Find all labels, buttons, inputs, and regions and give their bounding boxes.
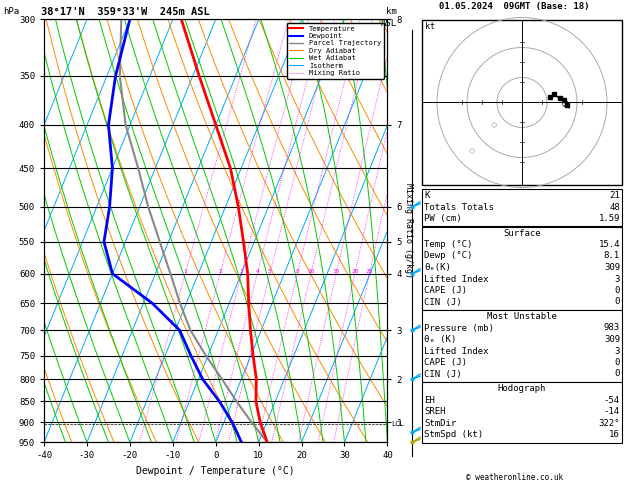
Text: hPa: hPa [3, 7, 19, 17]
Text: 983: 983 [604, 324, 620, 332]
Bar [422, 189, 622, 226]
Text: -54: -54 [604, 396, 620, 404]
Text: 21: 21 [610, 191, 620, 200]
Text: EH: EH [424, 396, 435, 404]
Text: SREH: SREH [424, 407, 445, 416]
Text: 3: 3 [615, 347, 620, 355]
Text: θₑ(K): θₑ(K) [424, 263, 451, 272]
Text: 0: 0 [615, 369, 620, 379]
Text: 10: 10 [307, 269, 314, 274]
Text: 15: 15 [333, 269, 340, 274]
Text: Pressure (mb): Pressure (mb) [424, 324, 494, 332]
Text: kt: kt [425, 22, 435, 31]
Text: 309: 309 [604, 263, 620, 272]
Text: 48: 48 [610, 203, 620, 211]
Text: 01.05.2024  09GMT (Base: 18): 01.05.2024 09GMT (Base: 18) [439, 2, 590, 11]
Text: StmDir: StmDir [424, 418, 456, 428]
Y-axis label: Mixing Ratio (g/kg): Mixing Ratio (g/kg) [404, 183, 413, 278]
Text: K: K [424, 191, 430, 200]
Text: 8.1: 8.1 [604, 251, 620, 260]
Text: 15.4: 15.4 [599, 240, 620, 249]
Text: 38°17'N  359°33'W  245m ASL: 38°17'N 359°33'W 245m ASL [41, 7, 209, 17]
Text: © weatheronline.co.uk: © weatheronline.co.uk [466, 473, 563, 482]
Text: 0: 0 [615, 358, 620, 367]
Text: Most Unstable: Most Unstable [487, 312, 557, 321]
Text: 20: 20 [351, 269, 359, 274]
Text: CAPE (J): CAPE (J) [424, 286, 467, 295]
Text: 8: 8 [296, 269, 299, 274]
Text: CIN (J): CIN (J) [424, 369, 462, 379]
Text: ASL: ASL [381, 19, 397, 29]
Text: 4: 4 [255, 269, 259, 274]
Text: Temp (°C): Temp (°C) [424, 240, 472, 249]
Text: 16: 16 [610, 430, 620, 439]
Text: -14: -14 [604, 407, 620, 416]
Bar [422, 382, 622, 442]
Text: km: km [386, 7, 397, 17]
Text: PW (cm): PW (cm) [424, 214, 462, 223]
Text: 0: 0 [615, 286, 620, 295]
Legend: Temperature, Dewpoint, Parcel Trajectory, Dry Adiabat, Wet Adiabat, Isotherm, Mi: Temperature, Dewpoint, Parcel Trajectory… [287, 23, 384, 79]
Text: Dewp (°C): Dewp (°C) [424, 251, 472, 260]
X-axis label: Dewpoint / Temperature (°C): Dewpoint / Temperature (°C) [136, 466, 295, 476]
Text: CAPE (J): CAPE (J) [424, 358, 467, 367]
Text: 25: 25 [365, 269, 373, 274]
Text: 3: 3 [615, 275, 620, 283]
Text: 5: 5 [268, 269, 272, 274]
Text: LCL: LCL [391, 421, 404, 428]
Text: Lifted Index: Lifted Index [424, 347, 489, 355]
Text: Totals Totals: Totals Totals [424, 203, 494, 211]
Text: 309: 309 [604, 335, 620, 344]
Text: 3: 3 [240, 269, 243, 274]
Text: Lifted Index: Lifted Index [424, 275, 489, 283]
Text: 1.59: 1.59 [599, 214, 620, 223]
Text: ◇: ◇ [469, 146, 476, 155]
Bar [422, 20, 622, 185]
Bar [422, 226, 622, 310]
Text: StmSpd (kt): StmSpd (kt) [424, 430, 483, 439]
Text: Surface: Surface [503, 228, 541, 238]
Text: 0: 0 [615, 297, 620, 307]
Text: 322°: 322° [599, 418, 620, 428]
Text: 1: 1 [183, 269, 187, 274]
Text: Hodograph: Hodograph [498, 384, 546, 393]
Text: θₑ (K): θₑ (K) [424, 335, 456, 344]
Text: CIN (J): CIN (J) [424, 297, 462, 307]
Bar [422, 310, 622, 382]
Text: 2: 2 [218, 269, 222, 274]
Text: ◇: ◇ [491, 120, 498, 129]
